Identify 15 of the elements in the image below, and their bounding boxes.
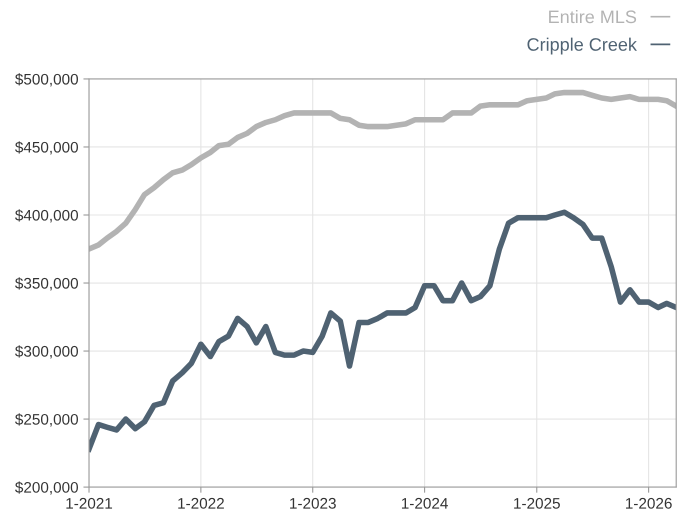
y-tick-label: $500,000 bbox=[15, 73, 78, 86]
x-tick-label: 1-2021 bbox=[66, 498, 112, 509]
x-tick-label: 1-2026 bbox=[626, 498, 672, 509]
legend-label: Entire MLS bbox=[549, 10, 636, 24]
y-tick-label: $350,000 bbox=[15, 277, 78, 291]
x-tick-label: 1-2023 bbox=[290, 498, 336, 509]
x-tick-label: 1-2022 bbox=[178, 498, 224, 509]
x-tick-label: 1-2025 bbox=[514, 498, 560, 509]
y-tick-label: $250,000 bbox=[15, 413, 78, 427]
legend-label: Cripple Creek bbox=[527, 38, 637, 54]
y-tick-label: $400,000 bbox=[15, 209, 78, 222]
y-tick-label: $200,000 bbox=[15, 481, 78, 495]
x-tick-label: 1-2024 bbox=[402, 498, 448, 509]
y-tick-label: $450,000 bbox=[15, 141, 78, 154]
y-tick-label: $300,000 bbox=[15, 345, 78, 359]
